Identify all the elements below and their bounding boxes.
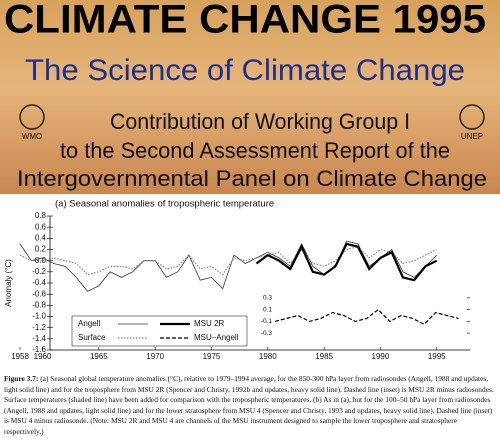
y-tick-label: -0.8 xyxy=(32,300,46,309)
y-tick-label: -1.0 xyxy=(32,312,46,321)
cover-line: Intergovernmental Panel on Climate Chang… xyxy=(17,166,487,191)
y-tick-label: 0.1 xyxy=(263,306,272,313)
caption-text: (a) Seasonal global temperature anomalie… xyxy=(4,374,494,436)
cover-background xyxy=(0,0,500,194)
x-tick-label: 1975 xyxy=(203,352,221,361)
unep-logo xyxy=(459,104,485,130)
x-tick-label: 1990 xyxy=(372,352,390,361)
y-tick-label: -1.6 xyxy=(32,345,46,354)
caption: Figure 3.7: (a) Seasonal global temperat… xyxy=(4,374,496,438)
logo-label: WMO xyxy=(22,132,42,141)
x-tick-label: 1985 xyxy=(315,352,333,361)
y-tick-label: 0.2 xyxy=(35,245,47,254)
y-tick-label: 0.6 xyxy=(35,222,47,231)
legend-label: MSU–Angell xyxy=(194,333,239,342)
cover-line: to the Second Assessment Report of the xyxy=(60,138,450,163)
legend-label: Angell xyxy=(78,319,100,328)
x-tick-label: 1960 xyxy=(34,352,52,361)
y-tick-label: 0.3 xyxy=(263,295,272,302)
inset xyxy=(275,292,470,339)
series-line xyxy=(19,240,437,292)
caption-label: Figure 3.7: xyxy=(4,374,39,383)
y-tick-label: -0.4 xyxy=(32,278,46,287)
y-tick-label: -0.6 xyxy=(32,289,46,298)
x-tick-label: 1958 xyxy=(11,352,29,361)
y-tick-label: -0.3 xyxy=(261,330,273,337)
legend-label: Surface xyxy=(78,333,106,342)
y-axis-label: Anomaly (°C) xyxy=(4,259,13,307)
y-tick-label: -1.2 xyxy=(32,323,46,332)
chart-title: (a) Seasonal anomalies of tropospheric t… xyxy=(55,199,274,210)
x-tick-label: 1965 xyxy=(90,352,108,361)
series-line xyxy=(274,308,459,326)
y-tick-label: -0.2 xyxy=(32,267,46,276)
x-tick-label: 1970 xyxy=(146,352,164,361)
cover-title: CLIMATE CHANGE 1995 xyxy=(4,0,486,42)
figure: CLIMATE CHANGE 1995 The Science of Clima… xyxy=(0,0,500,361)
y-tick-label: 0.8 xyxy=(35,211,47,220)
legend xyxy=(71,315,248,347)
wmo-logo xyxy=(19,104,45,130)
y-tick-label: -0.1 xyxy=(261,318,273,325)
y-tick-label: -1.4 xyxy=(32,334,46,343)
series-line xyxy=(255,242,438,282)
y-tick-label: 0.4 xyxy=(35,233,47,242)
x-tick-label: 1980 xyxy=(259,352,277,361)
cover-subtitle: The Science of Climate Change xyxy=(25,54,465,87)
x-tick-label: 1995 xyxy=(428,352,446,361)
cover-line: Contribution of Working Group I xyxy=(110,109,410,134)
series-line xyxy=(19,246,437,276)
logo-label: UNEP xyxy=(461,132,483,141)
legend-label: MSU 2R xyxy=(194,319,224,328)
